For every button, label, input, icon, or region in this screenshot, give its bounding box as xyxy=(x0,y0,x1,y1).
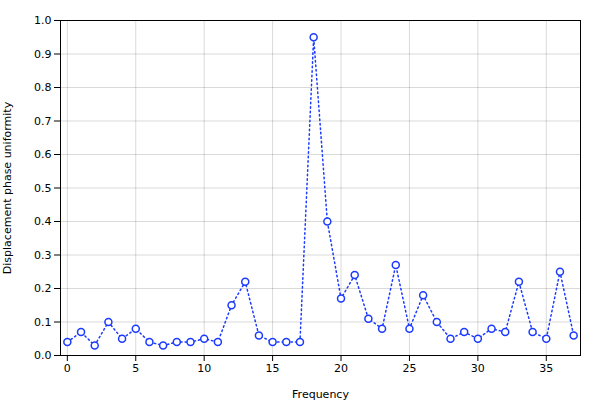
svg-text:0.3: 0.3 xyxy=(34,249,52,262)
svg-text:5: 5 xyxy=(132,362,139,375)
svg-text:10: 10 xyxy=(197,362,211,375)
svg-text:1.0: 1.0 xyxy=(34,14,52,27)
svg-text:Frequency: Frequency xyxy=(292,388,349,400)
svg-text:35: 35 xyxy=(539,362,553,375)
svg-text:0.4: 0.4 xyxy=(34,215,52,228)
svg-text:25: 25 xyxy=(402,362,416,375)
svg-text:0.7: 0.7 xyxy=(34,115,52,128)
svg-text:0.1: 0.1 xyxy=(34,316,52,329)
svg-text:15: 15 xyxy=(266,362,280,375)
svg-text:Displacement phase uniformity: Displacement phase uniformity xyxy=(1,101,14,274)
svg-text:20: 20 xyxy=(334,362,348,375)
svg-text:0.5: 0.5 xyxy=(34,182,52,195)
svg-text:30: 30 xyxy=(471,362,485,375)
svg-text:0.8: 0.8 xyxy=(34,81,52,94)
svg-text:0.2: 0.2 xyxy=(34,282,52,295)
svg-text:0.6: 0.6 xyxy=(34,148,52,161)
svg-text:0.9: 0.9 xyxy=(34,48,52,61)
svg-text:0.0: 0.0 xyxy=(34,349,52,362)
svg-text:0: 0 xyxy=(64,362,71,375)
